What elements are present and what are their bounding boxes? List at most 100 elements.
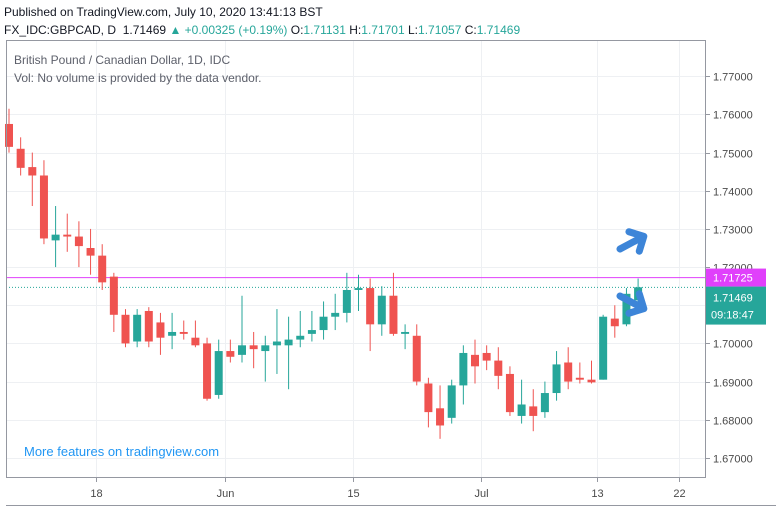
low-value: 1.71057: [418, 23, 462, 37]
price-change: ▲ +0.00325 (+0.19%): [169, 23, 288, 37]
candle-down[interactable]: [249, 345, 258, 350]
candle-down[interactable]: [505, 373, 514, 413]
candle-down[interactable]: [5, 123, 13, 147]
candle-down[interactable]: [424, 383, 433, 413]
y-tick-label: 1.70000: [713, 339, 753, 351]
candle-down[interactable]: [16, 148, 25, 168]
y-tick-label: 1.75000: [713, 149, 753, 161]
candle-down[interactable]: [109, 276, 118, 315]
candle-up[interactable]: [377, 295, 386, 325]
y-tick-label: 1.77000: [713, 72, 753, 84]
open-value: 1.71131: [303, 23, 346, 37]
y-tick-label: 1.73000: [713, 225, 753, 237]
open-label: O:: [290, 23, 304, 37]
candle-down[interactable]: [121, 314, 130, 344]
y-tick-label: 1.68000: [713, 416, 753, 428]
candle-down[interactable]: [482, 352, 491, 361]
candle-up[interactable]: [284, 339, 293, 346]
x-tick-label: 15: [347, 488, 359, 500]
candle-down[interactable]: [564, 362, 573, 382]
candle-up[interactable]: [319, 316, 328, 331]
candle-up[interactable]: [296, 335, 305, 340]
candle-up[interactable]: [307, 330, 316, 334]
candle-up[interactable]: [599, 316, 608, 380]
time-axis[interactable]: 18 Jun 15 Jul 13 22: [90, 477, 686, 500]
candle-up[interactable]: [238, 345, 246, 355]
volume-note: Vol: No volume is provided by the data v…: [14, 71, 261, 85]
candle-up[interactable]: [51, 234, 60, 241]
candle-down[interactable]: [203, 343, 212, 399]
level-price-tag: [706, 268, 766, 287]
level-lines: [6, 277, 705, 288]
y-tick-label: 1.69000: [713, 378, 753, 390]
ohlc-header: FX_IDC:GBPCAD, D 1.71469 ▲ +0.00325 (+0.…: [4, 23, 520, 37]
candle-down[interactable]: [63, 234, 72, 237]
close-label: C:: [464, 23, 477, 37]
candle-down[interactable]: [587, 379, 596, 383]
candle-down[interactable]: [179, 331, 188, 334]
promo-link[interactable]: More features on tradingview.com: [24, 444, 219, 459]
candle-up[interactable]: [168, 331, 177, 336]
x-tick-label: 22: [673, 488, 685, 500]
candle-up[interactable]: [272, 341, 281, 346]
y-tick-label: 1.76000: [713, 110, 753, 122]
grid-lines: [6, 40, 705, 477]
candle-up[interactable]: [214, 351, 223, 395]
symbol-label: FX_IDC:GBPCAD, D: [4, 23, 117, 37]
candle-up[interactable]: [342, 289, 351, 313]
candle-down[interactable]: [156, 322, 165, 338]
candle-down[interactable]: [436, 408, 445, 426]
x-tick-label: Jun: [217, 488, 235, 500]
close-value: 1.71469: [476, 23, 521, 37]
candle-down[interactable]: [98, 255, 107, 283]
candle-down[interactable]: [575, 377, 584, 380]
candle-down[interactable]: [74, 236, 83, 247]
last-price: 1.71469: [122, 23, 167, 37]
candle-up[interactable]: [459, 352, 468, 386]
level-price-label: 1.71725: [713, 273, 753, 285]
candle-up[interactable]: [447, 385, 456, 418]
candle-up[interactable]: [622, 293, 631, 325]
x-tick-label: 13: [591, 488, 603, 500]
candle-up[interactable]: [540, 393, 549, 413]
candle-up[interactable]: [401, 331, 410, 334]
candle-down[interactable]: [226, 351, 235, 357]
candle-down[interactable]: [412, 335, 421, 382]
bar-countdown: 09:18:47: [711, 310, 754, 322]
candle-down[interactable]: [144, 310, 153, 342]
candle-down[interactable]: [610, 318, 619, 327]
y-tick-label: 1.67000: [713, 454, 753, 466]
y-tick-label: 1.74000: [713, 187, 753, 199]
candle-up[interactable]: [331, 312, 340, 317]
low-label: L:: [408, 23, 419, 37]
x-tick-label: Jul: [474, 488, 488, 500]
candle-down[interactable]: [28, 167, 37, 176]
price-axis[interactable]: 1.670001.680001.690001.700001.710001.720…: [705, 72, 753, 466]
arrow-down-icon: [616, 290, 648, 317]
candle-down[interactable]: [86, 248, 95, 256]
arrow-up-icon: [616, 228, 648, 255]
candle-down[interactable]: [366, 288, 375, 325]
candle-up[interactable]: [517, 404, 526, 416]
x-tick-label: 18: [90, 488, 102, 500]
last-price-label: 1.71469: [713, 293, 753, 305]
high-label: H:: [349, 23, 362, 37]
published-line: Published on TradingView.com, July 10, 2…: [4, 5, 323, 19]
high-value: 1.71701: [361, 23, 405, 37]
chart-title: British Pound / Canadian Dollar, 1D, IDC: [14, 53, 230, 67]
candle-up[interactable]: [552, 364, 561, 394]
candle-up[interactable]: [354, 288, 363, 290]
candle-down[interactable]: [471, 354, 479, 367]
plot-border: [6, 40, 706, 478]
candle-down[interactable]: [191, 337, 200, 346]
price-tags: 1.71725 1.71469 09:18:47: [706, 268, 766, 325]
candle-up[interactable]: [261, 345, 270, 352]
candle-up[interactable]: [133, 314, 142, 342]
candle-down[interactable]: [39, 175, 48, 239]
candle-down[interactable]: [389, 295, 398, 334]
candle-down[interactable]: [494, 360, 503, 376]
candle-down[interactable]: [529, 406, 538, 416]
candles[interactable]: [5, 108, 643, 439]
last-price-tag: [706, 286, 766, 325]
